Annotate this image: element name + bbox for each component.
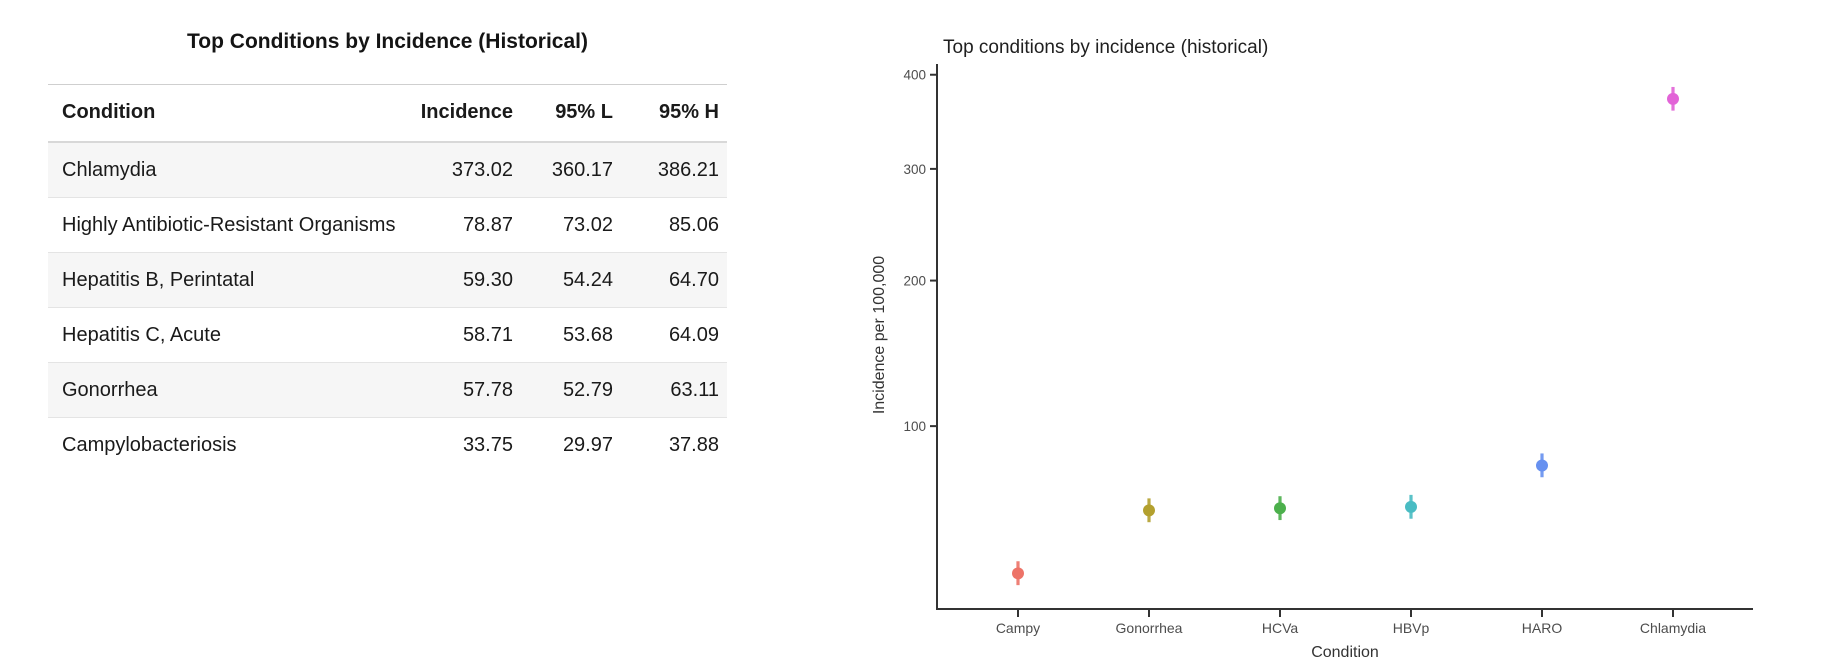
data-point-chlamydia xyxy=(1667,92,1679,105)
data-point-campy xyxy=(1012,567,1024,580)
ci-low-cell: 54.24 xyxy=(521,252,621,308)
incidence-cell: 373.02 xyxy=(396,142,521,198)
x-tick-label-campy: Campy xyxy=(996,620,1040,636)
ci-low-cell: 73.02 xyxy=(521,197,621,253)
column-header-95h: 95% H xyxy=(621,84,727,143)
condition-cell: Hepatitis C, Acute xyxy=(48,307,396,363)
x-tick-label-hcva: HCVa xyxy=(1262,620,1299,636)
x-tick-label-gonorrhea: Gonorrhea xyxy=(1116,620,1183,636)
incidence-cell: 59.30 xyxy=(396,252,521,308)
incidence-cell: 57.78 xyxy=(396,362,521,418)
table-header-row: Condition Incidence 95% L 95% H xyxy=(48,84,727,143)
table-title: Top Conditions by Incidence (Historical) xyxy=(187,30,588,53)
ci-low-cell: 29.97 xyxy=(562,434,613,456)
ci-low-cell: 360.17 xyxy=(521,142,621,198)
condition-cell: Chlamydia xyxy=(48,142,396,198)
y-tick-label-200: 200 xyxy=(903,274,926,289)
x-tick-label-chlamydia: Chlamydia xyxy=(1640,620,1706,636)
table-row: Hepatitis B, Perintatal 59.30 54.24 64.7… xyxy=(48,252,727,308)
ci-low-cell: 53.68 xyxy=(521,307,621,363)
column-header-condition: Condition xyxy=(48,84,396,143)
incidence-cell: 58.71 xyxy=(396,307,521,363)
condition-cell: Campylobacteriosis xyxy=(62,434,237,456)
data-point-hcva xyxy=(1274,502,1286,515)
data-point-gonorrhea xyxy=(1143,504,1155,517)
condition-cell: Gonorrhea xyxy=(48,362,396,418)
column-header-incidence: Incidence xyxy=(396,84,521,143)
chart-title: Top conditions by incidence (historical) xyxy=(943,37,1268,58)
x-axis-title: Condition xyxy=(1311,644,1379,661)
ci-high-cell: 64.70 xyxy=(621,252,727,308)
y-tick-label-100: 100 xyxy=(903,419,926,434)
table-row: Campylobacteriosis 33.75 29.97 37.88 xyxy=(48,418,727,473)
y-tick-label-300: 300 xyxy=(903,162,926,177)
table-row: Gonorrhea 57.78 52.79 63.11 xyxy=(48,362,727,418)
ci-high-cell: 63.11 xyxy=(621,362,727,418)
incidence-cell: 33.75 xyxy=(462,434,513,456)
data-point-haro xyxy=(1536,459,1548,472)
column-header-95l: 95% L xyxy=(521,84,621,143)
table-row: Highly Antibiotic-Resistant Organisms 78… xyxy=(48,197,727,253)
y-tick-label-400: 400 xyxy=(903,68,926,83)
ci-high-cell: 37.88 xyxy=(668,434,719,456)
incidence-cell: 78.87 xyxy=(396,197,521,253)
x-tick-label-hbvp: HBVp xyxy=(1393,620,1430,636)
ci-high-cell: 64.09 xyxy=(621,307,727,363)
table-row: Hepatitis C, Acute 58.71 53.68 64.09 xyxy=(48,307,727,363)
ci-high-cell: 85.06 xyxy=(621,197,727,253)
ci-high-cell: 386.21 xyxy=(621,142,727,198)
incidence-table: Condition Incidence 95% L 95% H Chlamydi… xyxy=(48,84,727,472)
condition-cell: Highly Antibiotic-Resistant Organisms xyxy=(48,197,396,253)
data-point-hbvp xyxy=(1405,500,1417,513)
ci-low-cell: 52.79 xyxy=(521,362,621,418)
table-row: Chlamydia 373.02 360.17 386.21 xyxy=(48,142,727,198)
y-axis-title: Incidence per 100,000 xyxy=(871,256,888,414)
incidence-table-panel: Top Conditions by Incidence (Historical)… xyxy=(48,26,727,472)
x-tick-label-haro: HARO xyxy=(1522,620,1563,636)
condition-cell: Hepatitis B, Perintatal xyxy=(48,252,396,308)
